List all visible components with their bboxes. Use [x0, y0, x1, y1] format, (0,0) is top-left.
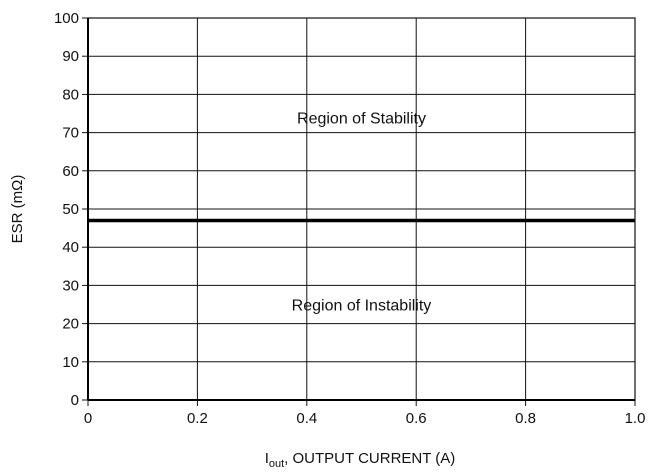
tick-labels: 0 10 20 30 40 50 60 70 80 90 100 0 0.2 0.4 0.6 0.8 1.0: [54, 10, 645, 427]
y-tick-label: 60: [62, 163, 79, 180]
x-axis-label-main: I: [265, 450, 269, 467]
y-axis-label: ESR (mΩ): [9, 175, 26, 244]
y-tick-label: 80: [62, 86, 79, 103]
x-axis-label: Iout, OUTPUT CURRENT (A): [265, 450, 456, 470]
axes: [82, 17, 636, 406]
y-tick-label: 90: [62, 48, 79, 65]
grid-lines: [87, 17, 636, 401]
x-axis-label-rest: , OUTPUT CURRENT (A): [284, 450, 455, 467]
region-of-stability-label: Region of Stability: [297, 110, 426, 127]
x-tick-label: 0.8: [515, 410, 536, 427]
region-of-instability-label: Region of Instability: [292, 298, 432, 315]
annotations: Region of Stability Region of Instability: [292, 110, 432, 314]
x-tick-label: 0.4: [296, 410, 317, 427]
y-tick-label: 10: [62, 354, 79, 371]
y-tick-label: 50: [62, 201, 79, 218]
x-axis-label-sub: out: [269, 458, 284, 470]
x-tick-label: 0.6: [406, 410, 427, 427]
y-tick-label: 40: [62, 239, 79, 256]
x-tick-label: 0: [84, 410, 92, 427]
y-tick-label: 70: [62, 125, 79, 142]
y-tick-label: 0: [71, 392, 79, 409]
x-tick-label: 1.0: [625, 410, 646, 427]
x-tick-label: 0.2: [187, 410, 208, 427]
y-tick-label: 20: [62, 316, 79, 333]
y-tick-label: 100: [54, 10, 79, 27]
y-tick-label: 30: [62, 277, 79, 294]
